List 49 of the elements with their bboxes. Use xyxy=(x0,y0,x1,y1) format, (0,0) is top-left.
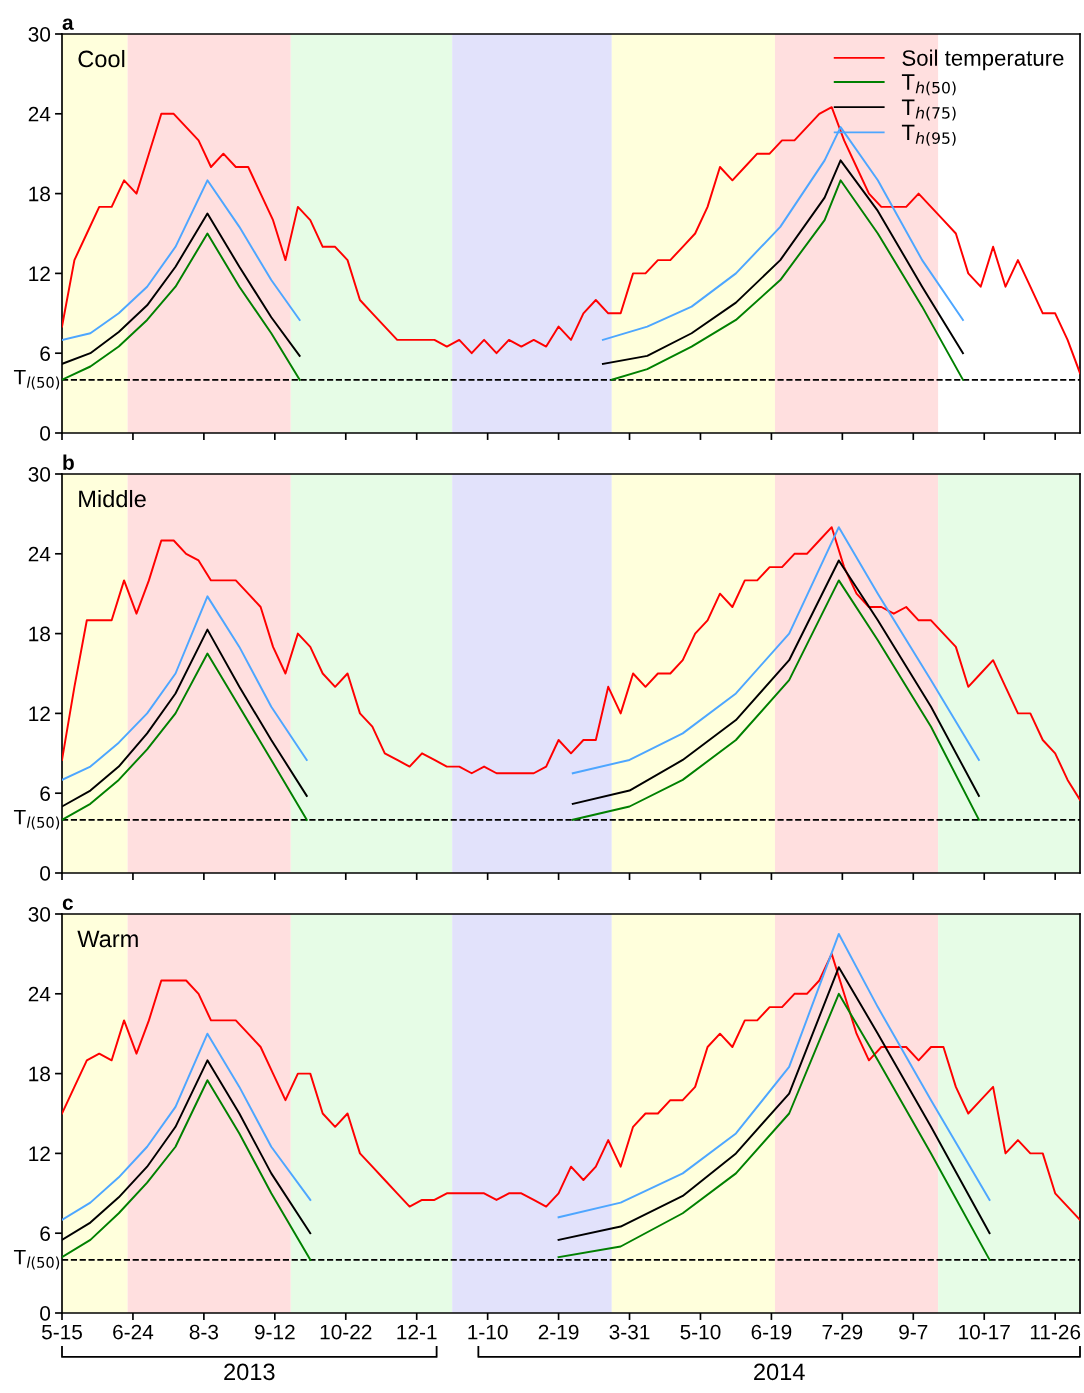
text: Middle xyxy=(79,489,146,508)
x-tick-label: 11-26 xyxy=(1030,1324,1081,1340)
x-tick-label: 6-24 xyxy=(113,1324,154,1340)
y-tick-label: 18 xyxy=(29,186,50,202)
y-tick-label: 0 xyxy=(40,866,51,881)
y-tick-label: 6 xyxy=(40,1226,50,1241)
x-tick-label: 1-10 xyxy=(468,1324,508,1340)
text: 2014 xyxy=(754,1363,805,1381)
y-tick-label: 12 xyxy=(29,1146,50,1161)
legend-label: T$_{h(50)}$ xyxy=(901,74,956,96)
x-tick-label: 3-31 xyxy=(609,1324,650,1340)
y-tick-label: 24 xyxy=(28,546,51,562)
x-tick-label: 10-22 xyxy=(320,1324,372,1340)
y-tick-label: 12 xyxy=(29,706,50,721)
text: 2013 xyxy=(224,1363,275,1381)
y-tick-label: 30 xyxy=(28,27,51,42)
chart-title: c xyxy=(62,898,73,910)
y-tick-label: 0 xyxy=(40,1306,51,1321)
x-tick-label: 7-29 xyxy=(822,1324,863,1340)
ref-line-label: T$_{l(50)}$ xyxy=(13,369,60,390)
x-tick-label: 9-7 xyxy=(899,1324,928,1340)
y-tick-label: 30 xyxy=(28,467,51,482)
y-tick-label: 18 xyxy=(29,1066,50,1082)
legend-label: T$_{h(95)}$ xyxy=(901,124,956,146)
chart-title: a xyxy=(62,18,74,30)
y-tick-label: 24 xyxy=(28,106,51,122)
x-tick-label: 8-3 xyxy=(189,1324,219,1340)
x-tick-label: 6-19 xyxy=(751,1324,792,1340)
text: Warm xyxy=(77,930,138,948)
y-tick-label: 0 xyxy=(40,426,51,441)
x-tick-label: 9-12 xyxy=(254,1324,295,1340)
x-tick-label: 5-15 xyxy=(41,1324,82,1340)
text: Cool xyxy=(78,49,125,68)
legend-label: Soil temperature xyxy=(902,49,1064,71)
y-tick-label: 6 xyxy=(40,346,50,361)
x-tick-label: 2-19 xyxy=(538,1324,579,1340)
x-tick-label: 10-17 xyxy=(959,1324,1010,1340)
y-tick-label: 18 xyxy=(29,626,50,642)
y-tick-label: 24 xyxy=(28,986,51,1002)
ref-line-label: T$_{l(50)}$ xyxy=(13,809,60,830)
y-tick-label: 12 xyxy=(29,266,50,281)
ref-line-label: T$_{l(50)}$ xyxy=(13,1249,60,1270)
line-series xyxy=(62,526,1080,801)
x-tick-label: 12-1 xyxy=(397,1324,437,1340)
y-tick-label: 30 xyxy=(28,907,51,922)
x-tick-label: 5-10 xyxy=(680,1324,721,1340)
legend-label: T$_{h(75)}$ xyxy=(901,99,956,121)
chart-title: b xyxy=(63,454,74,470)
y-tick-label: 6 xyxy=(40,786,50,801)
